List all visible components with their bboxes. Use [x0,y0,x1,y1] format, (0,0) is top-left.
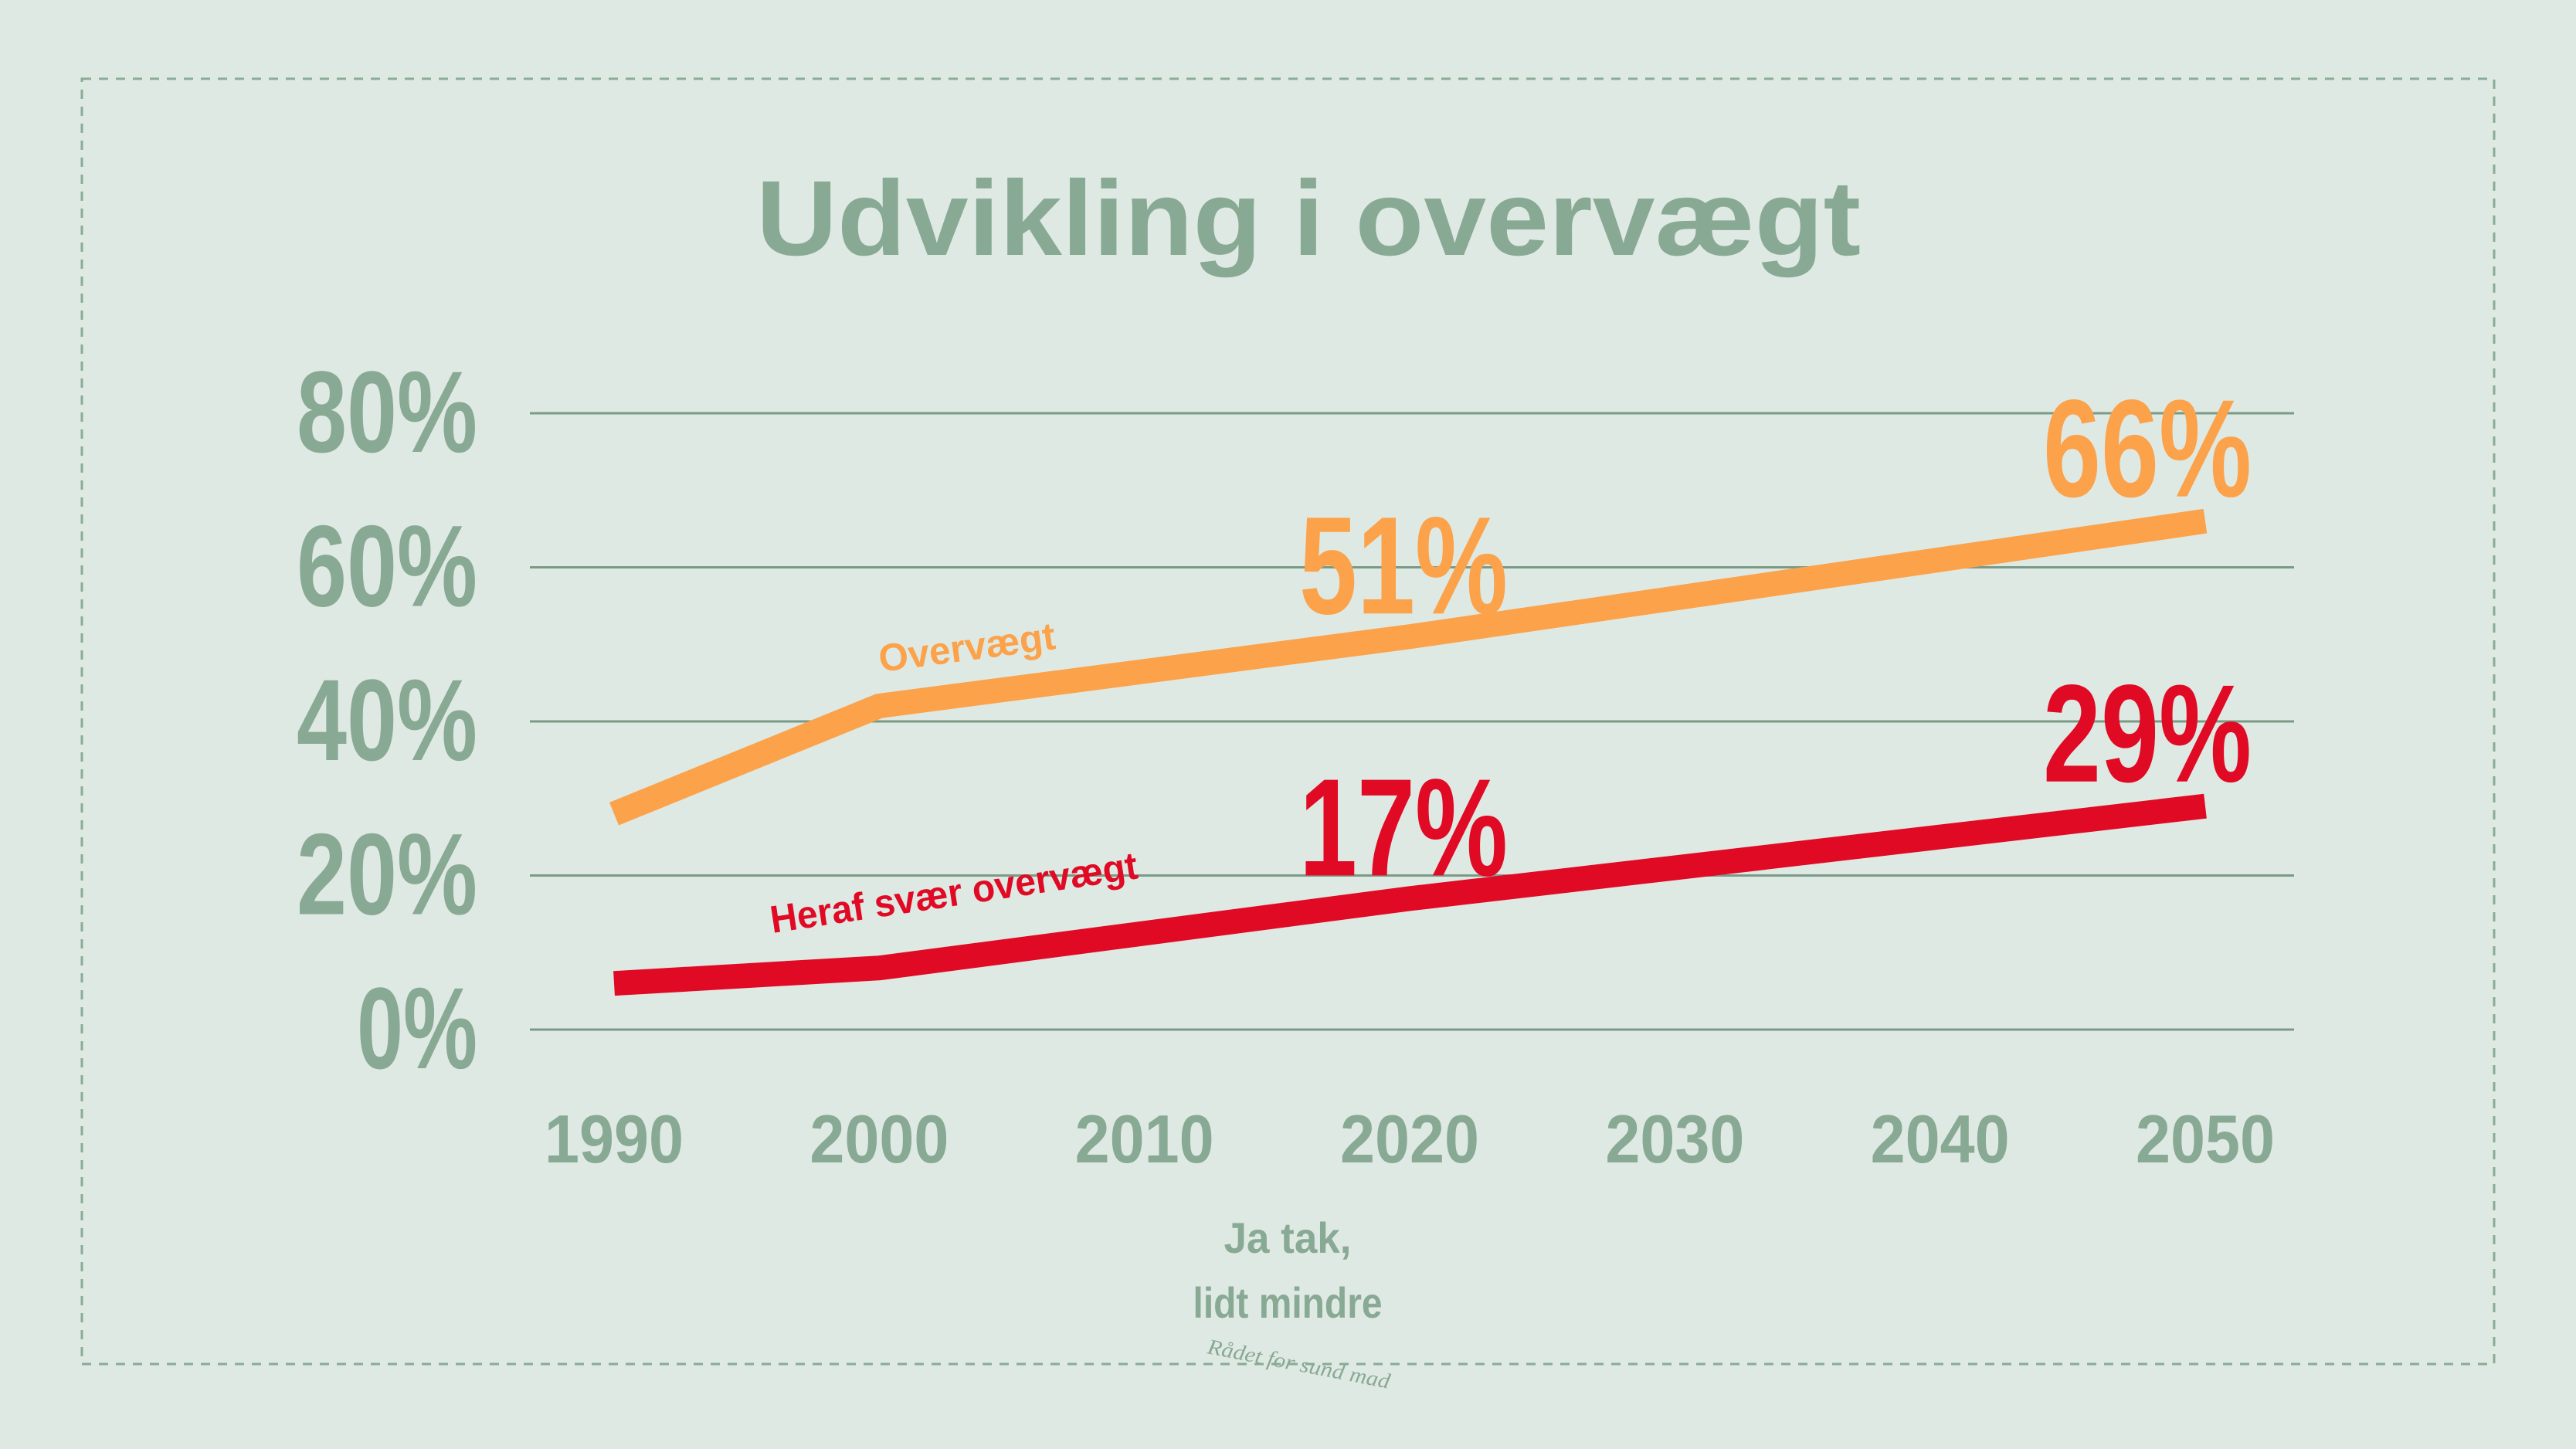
y-tick-label: 60% [297,501,477,631]
data-label: 51% [1299,488,1508,643]
x-tick-label: 1990 [545,1101,684,1177]
x-tick-label: 2030 [1605,1101,1744,1177]
x-axis-tick-labels: 1990 2000 2010 2020 2030 2040 2050 [545,1101,2275,1177]
x-tick-label: 2010 [1075,1101,1214,1177]
data-labels: 51% 66% 17% 29% [1299,372,2252,906]
data-label: 66% [2043,372,2252,527]
logo-line-1: Ja tak, [1224,1213,1352,1262]
x-tick-label: 2000 [809,1101,949,1177]
x-tick-label: 2040 [1871,1101,2010,1177]
y-tick-label: 40% [297,655,477,785]
x-tick-label: 2020 [1340,1101,1479,1177]
logo-line-2: lidt mindre [1193,1278,1383,1327]
series [609,508,2208,996]
y-axis-tick-labels: 80% 60% 40% 20% 0% [297,347,477,1093]
y-tick-label: 20% [297,809,477,939]
x-tick-label: 2050 [2136,1101,2275,1177]
y-tick-label: 0% [357,963,477,1093]
y-tick-label: 80% [297,347,477,477]
series-line-overvaegt [609,508,2208,826]
data-label: 29% [2043,657,2252,812]
dashed-frame [80,77,2496,1366]
series-line-svaer-overvaegt [613,793,2207,996]
data-label: 17% [1299,750,1508,905]
chart-title: Udvikling i overvægt [756,159,1861,278]
